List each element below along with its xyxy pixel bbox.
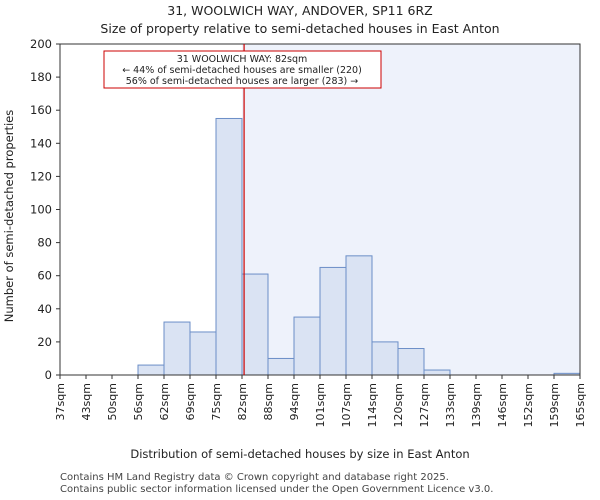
bar-94sqm	[293, 316, 321, 376]
footer-copyright: Contains HM Land Registry data © Crown c…	[60, 472, 449, 483]
x-tick-label: 37sqm	[54, 383, 67, 420]
x-tick-label: 101sqm	[314, 383, 327, 427]
y-tick-label: 140	[30, 136, 52, 150]
x-tick-label: 69sqm	[184, 383, 197, 420]
x-tick-label: 165sqm	[574, 383, 587, 427]
x-tick-label: 50sqm	[106, 383, 119, 420]
bar-82sqm	[241, 273, 269, 376]
x-tick-label: 43sqm	[80, 383, 93, 420]
x-tick-label: 56sqm	[132, 383, 145, 420]
x-tick-label: 133sqm	[444, 383, 457, 427]
bar-62sqm	[163, 321, 191, 376]
x-tick-label: 88sqm	[262, 383, 275, 420]
y-tick-label: 160	[30, 103, 52, 117]
bar-88sqm	[267, 357, 295, 376]
x-tick-label: 62sqm	[158, 383, 171, 420]
bar-120sqm	[397, 348, 425, 376]
x-tick-label: 120sqm	[392, 383, 405, 427]
larger-properties-region	[242, 44, 580, 375]
annotation-line-1: 31 WOOLWICH WAY: 82sqm	[177, 54, 308, 65]
x-tick-label: 94sqm	[288, 383, 301, 420]
y-tick-label: 200	[30, 37, 52, 51]
bar-69sqm	[189, 331, 217, 376]
x-tick-label: 82sqm	[236, 383, 249, 420]
annotation-line-3: 56% of semi-detached houses are larger (…	[126, 76, 359, 87]
y-tick-label: 180	[30, 70, 52, 84]
bar-114sqm	[371, 341, 399, 376]
y-tick-label: 80	[37, 236, 52, 250]
bar-127sqm	[423, 369, 451, 376]
bar-75sqm	[215, 117, 243, 376]
y-tick-label: 100	[30, 203, 52, 217]
y-tick-label: 0	[45, 368, 52, 382]
y-tick-label: 120	[30, 169, 52, 183]
bar-101sqm	[319, 266, 347, 376]
x-tick-label: 114sqm	[366, 383, 379, 427]
x-tick-label: 152sqm	[522, 383, 535, 427]
x-tick-label: 146sqm	[496, 383, 509, 427]
chart-title: 31, WOOLWICH WAY, ANDOVER, SP11 6RZ	[167, 3, 433, 18]
x-tick-label: 75sqm	[210, 383, 223, 420]
y-tick-label: 60	[37, 269, 52, 283]
annotation-box	[103, 50, 382, 89]
chart-subtitle: Size of property relative to semi-detach…	[100, 21, 500, 36]
bar-107sqm	[345, 255, 373, 376]
y-tick-label: 40	[37, 302, 52, 316]
annotation-line-2: ← 44% of semi-detached houses are smalle…	[122, 65, 362, 76]
bar-56sqm	[137, 364, 165, 376]
x-tick-label: 139sqm	[470, 383, 483, 427]
x-tick-label: 107sqm	[340, 383, 353, 427]
x-tick-label: 159sqm	[548, 383, 561, 427]
x-axis-label: Distribution of semi-detached houses by …	[130, 447, 469, 461]
y-axis-label: Number of semi-detached properties	[2, 110, 16, 322]
footer-licence: Contains public sector information licen…	[60, 484, 494, 495]
y-tick-label: 20	[37, 335, 52, 349]
plot-frame	[59, 43, 581, 376]
x-tick-label: 127sqm	[418, 383, 431, 427]
